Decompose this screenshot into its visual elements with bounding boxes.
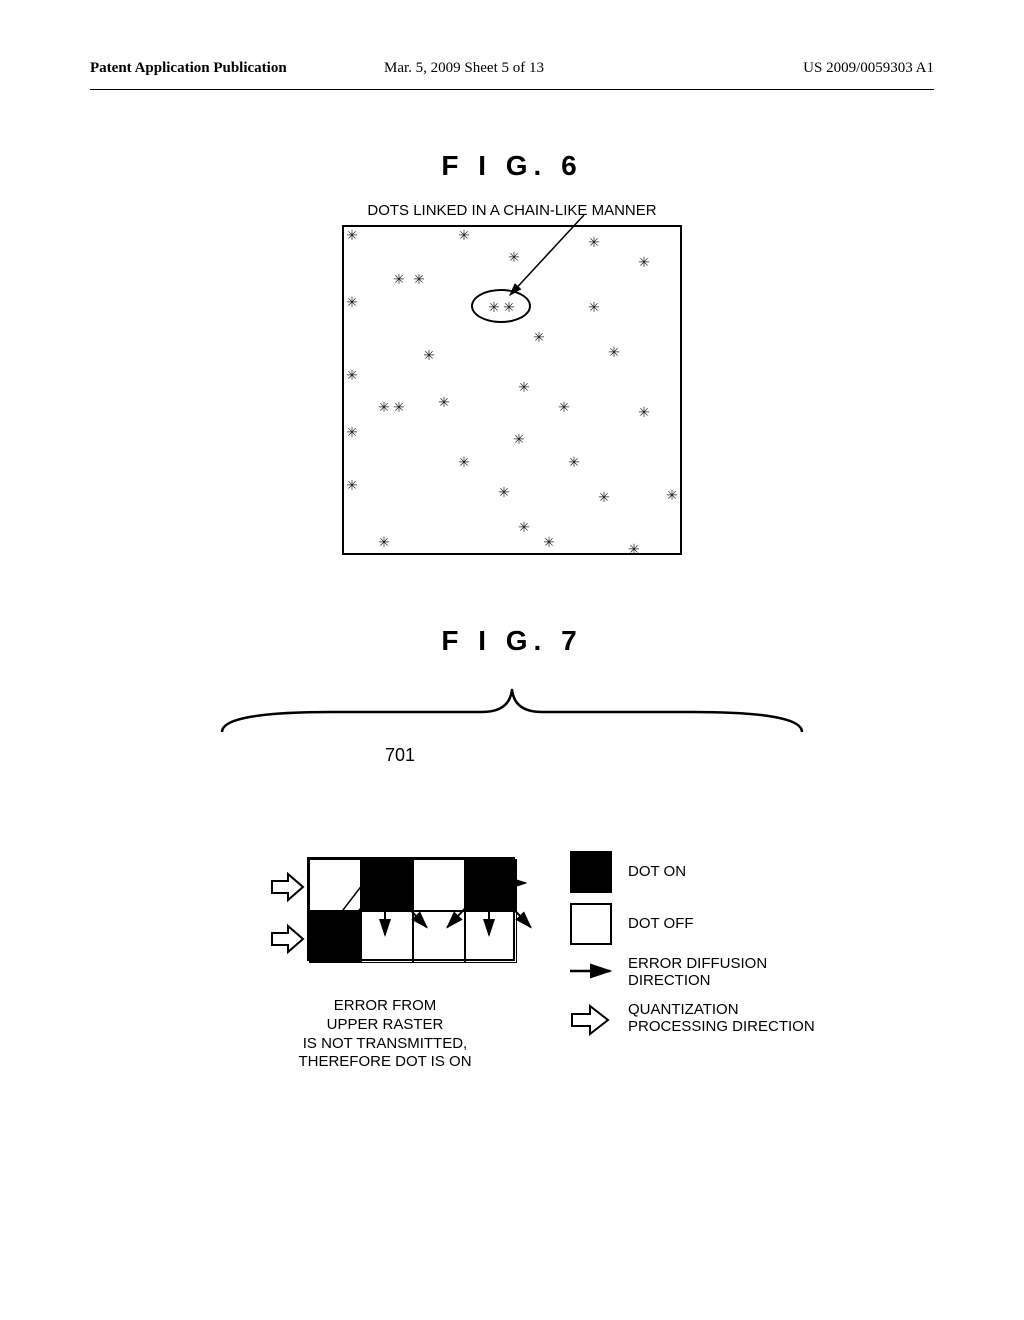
- fig6-dot: ✳: [438, 395, 450, 409]
- fig7-brace: [192, 677, 832, 737]
- fig6-dot: ✳: [543, 535, 555, 549]
- fig6-dot: ✳: [666, 488, 678, 502]
- fig6-dot: ✳: [608, 345, 620, 359]
- legend-doton-label: DOT ON: [628, 863, 686, 880]
- fig6-dot: ✳: [598, 490, 610, 504]
- fig6-dot: ✳: [568, 455, 580, 469]
- fig6-dot: ✳: [628, 542, 640, 556]
- fig6-dot: ✳: [458, 455, 470, 469]
- legend-doton-box: [570, 851, 612, 893]
- legend-dotoff-label: DOT OFF: [628, 915, 694, 932]
- fig6-dot: ✳: [346, 425, 358, 439]
- legend-dotoff-box: [570, 903, 612, 945]
- fig6-dot: ✳: [346, 478, 358, 492]
- fig6-dot: ✳: [378, 400, 390, 414]
- legend-errdir-label: ERROR DIFFUSION DIRECTION: [628, 955, 767, 989]
- fig6-dot: ✳: [638, 405, 650, 419]
- header-center: Mar. 5, 2009 Sheet 5 of 13: [384, 60, 544, 77]
- fig6-dot: ✳: [498, 485, 510, 499]
- fig6-pointer: [342, 205, 682, 315]
- quantization-arrow-icon: [270, 871, 306, 903]
- fig6-dot: ✳: [513, 432, 525, 446]
- legend-errdir-icon: [566, 959, 616, 983]
- fig6-title: F I G. 6: [90, 150, 934, 182]
- fig6-dot: ✳: [346, 368, 358, 382]
- fig7-body: ERROR FROMUPPER RASTERIS NOT TRANSMITTED…: [192, 747, 832, 1087]
- fig6-dot: ✳: [518, 520, 530, 534]
- fig6-area: ✳✳✳✳✳✳✳✳✳✳✳✳✳✳✳✳✳✳✳✳✳✳✳✳✳✳✳✳✳✳✳✳✳: [342, 225, 682, 555]
- fig7-title: F I G. 7: [90, 625, 934, 657]
- legend-quantdir-icon: [570, 1003, 612, 1037]
- legend-quantdir-label: QUANTIZATION PROCESSING DIRECTION: [628, 1001, 815, 1035]
- fig7-wrap: 701 ERROR FROMUPPER RASTERIS NOT TRANSMI…: [192, 677, 832, 1087]
- fig6-dot: ✳: [533, 330, 545, 344]
- fig6-dot: ✳: [518, 380, 530, 394]
- fig7-caption: ERROR FROMUPPER RASTERIS NOT TRANSMITTED…: [270, 997, 500, 1072]
- fig6-dot: ✳: [393, 400, 405, 414]
- header-left: Patent Application Publication: [90, 60, 287, 77]
- fig6-dot: ✳: [378, 535, 390, 549]
- header-right: US 2009/0059303 A1: [803, 60, 934, 77]
- fig6-dot: ✳: [423, 348, 435, 362]
- page: Patent Application Publication Mar. 5, 2…: [0, 0, 1024, 1320]
- quantization-arrow-icon: [270, 923, 306, 955]
- fig6-dot: ✳: [558, 400, 570, 414]
- page-header: Patent Application Publication Mar. 5, 2…: [90, 60, 934, 90]
